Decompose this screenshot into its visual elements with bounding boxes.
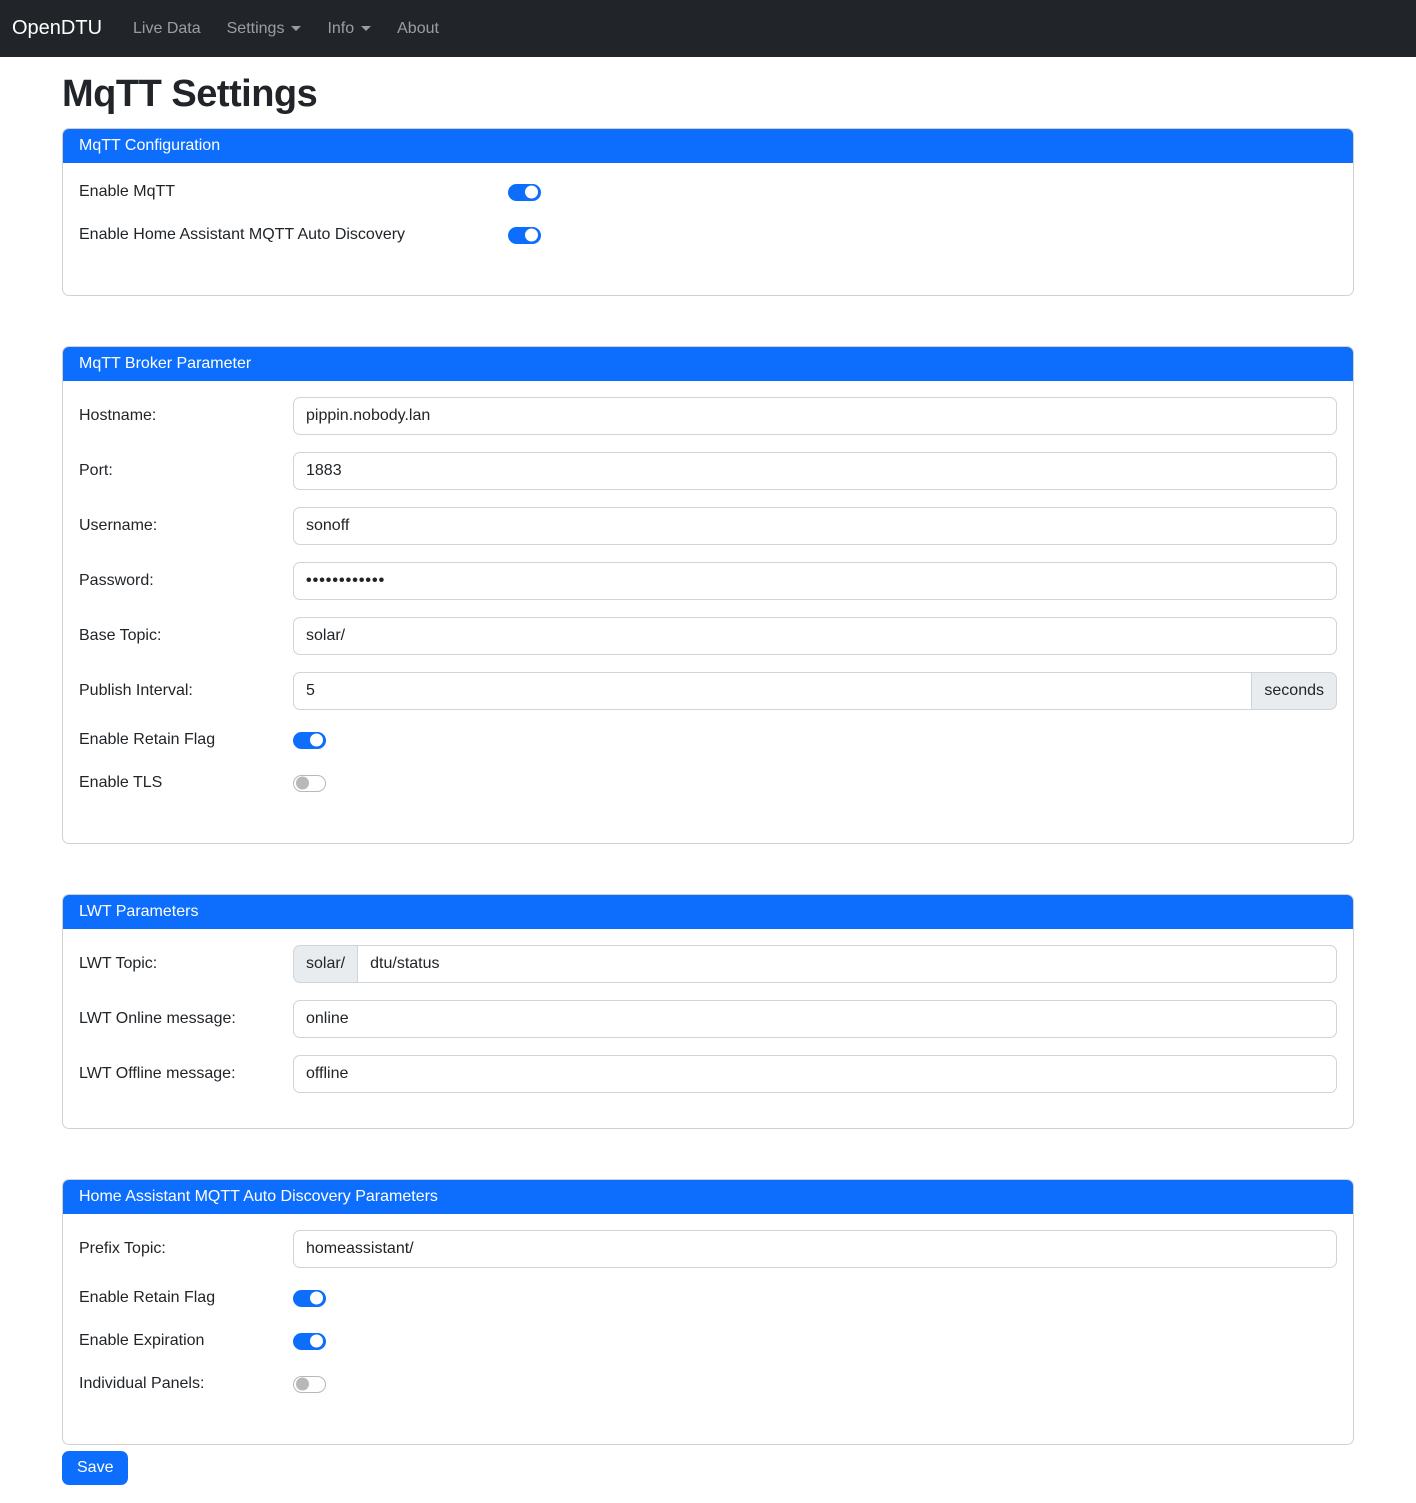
form-row-hass-retain: Enable Retain Flag (79, 1285, 1337, 1311)
enable-hass-discovery-label: Enable Home Assistant MQTT Auto Discover… (79, 226, 406, 243)
switch-knob (525, 228, 538, 242)
publish-interval-label: Publish Interval: (79, 682, 193, 699)
card-lwt-parameters: LWT Parameters LWT Topic: solar/ LWT Onl… (62, 894, 1354, 1129)
nav-item-settings[interactable]: Settings (214, 12, 315, 46)
form-row-publish-interval: Publish Interval: seconds (79, 672, 1337, 710)
enable-hass-discovery-switch[interactable] (508, 226, 541, 244)
card-header: MqTT Configuration (63, 129, 1353, 163)
password-input[interactable] (293, 562, 1337, 600)
switch-knob (296, 776, 309, 790)
switch-knob (310, 1291, 323, 1305)
prefix-topic-label: Prefix Topic: (79, 1240, 166, 1257)
caret-down-icon (291, 26, 302, 31)
form-row-base-topic: Base Topic: (79, 617, 1337, 655)
base-topic-label: Base Topic: (79, 627, 162, 644)
lwt-topic-label: LWT Topic: (79, 955, 158, 972)
enable-retain-switch[interactable] (293, 731, 326, 749)
page-title: MqTT Settings (62, 73, 318, 115)
switch-knob (525, 185, 538, 199)
form-row-port: Port: (79, 452, 1337, 490)
password-label: Password: (79, 572, 154, 589)
form-row-enable-mqtt: Enable MqTT (79, 179, 1337, 205)
nav-item-label: Info (327, 19, 355, 37)
brand-opendtu[interactable]: OpenDTU (12, 17, 103, 39)
save-button[interactable]: Save (62, 1451, 129, 1485)
form-row-hostname: Hostname: (79, 397, 1337, 435)
hass-retain-switch[interactable] (293, 1289, 326, 1307)
publish-interval-unit: seconds (1252, 672, 1337, 710)
switch-knob (310, 1334, 323, 1348)
lwt-topic-input[interactable] (357, 945, 1337, 983)
enable-tls-label: Enable TLS (79, 774, 163, 791)
hostname-label: Hostname: (79, 407, 157, 424)
nav-item-live-data[interactable]: Live Data (120, 12, 214, 46)
nav-item-about[interactable]: About (384, 12, 452, 46)
base-topic-input[interactable] (293, 617, 1337, 655)
prefix-topic-input[interactable] (293, 1230, 1337, 1268)
port-label: Port: (79, 462, 113, 479)
card-hass-discovery-parameters: Home Assistant MQTT Auto Discovery Param… (62, 1179, 1354, 1445)
lwt-offline-label: LWT Offline message: (79, 1065, 236, 1082)
form-row-lwt-offline: LWT Offline message: (79, 1055, 1337, 1093)
username-input[interactable] (293, 507, 1337, 545)
individual-panels-switch[interactable] (293, 1375, 326, 1393)
form-row-password: Password: (79, 562, 1337, 600)
nav-item-label: Settings (226, 19, 285, 37)
enable-mqtt-switch[interactable] (508, 183, 541, 201)
form-row-enable-retain: Enable Retain Flag (79, 727, 1337, 753)
top-navbar: OpenDTU Live Data Settings Info About (0, 0, 1416, 57)
lwt-topic-prefix: solar/ (293, 945, 358, 983)
lwt-online-input[interactable] (293, 1000, 1337, 1038)
form-row-username: Username: (79, 507, 1337, 545)
enable-retain-label: Enable Retain Flag (79, 731, 216, 748)
card-header: MqTT Broker Parameter (63, 347, 1353, 381)
form-row-enable-hass-discovery: Enable Home Assistant MQTT Auto Discover… (79, 222, 1337, 248)
card-mqtt-broker-parameter: MqTT Broker Parameter Hostname: Port: Us… (62, 346, 1354, 844)
username-label: Username: (79, 517, 158, 534)
switch-knob (296, 1377, 309, 1391)
form-row-lwt-online: LWT Online message: (79, 1000, 1337, 1038)
individual-panels-label: Individual Panels: (79, 1375, 205, 1392)
nav-item-info[interactable]: Info (314, 12, 384, 46)
form-row-enable-tls: Enable TLS (79, 770, 1337, 796)
enable-mqtt-label: Enable MqTT (79, 183, 176, 200)
lwt-online-label: LWT Online message: (79, 1010, 236, 1027)
hostname-input[interactable] (293, 397, 1337, 435)
lwt-offline-input[interactable] (293, 1055, 1337, 1093)
form-row-lwt-topic: LWT Topic: solar/ (79, 945, 1337, 983)
hass-expiration-switch[interactable] (293, 1332, 326, 1350)
card-header: Home Assistant MQTT Auto Discovery Param… (63, 1180, 1353, 1214)
hass-retain-label: Enable Retain Flag (79, 1289, 216, 1306)
form-row-prefix-topic: Prefix Topic: (79, 1230, 1337, 1268)
card-mqtt-configuration: MqTT Configuration Enable MqTT Enable Ho… (62, 128, 1354, 296)
publish-interval-input[interactable] (293, 672, 1253, 710)
card-header: LWT Parameters (63, 895, 1353, 929)
hass-expiration-label: Enable Expiration (79, 1332, 205, 1349)
nav-item-label: Live Data (133, 19, 201, 37)
nav-item-label: About (397, 19, 439, 37)
enable-tls-switch[interactable] (293, 774, 326, 792)
form-row-individual-panels: Individual Panels: (79, 1371, 1337, 1397)
form-row-hass-expiration: Enable Expiration (79, 1328, 1337, 1354)
caret-down-icon (361, 26, 372, 31)
port-input[interactable] (293, 452, 1337, 490)
switch-knob (310, 733, 323, 747)
